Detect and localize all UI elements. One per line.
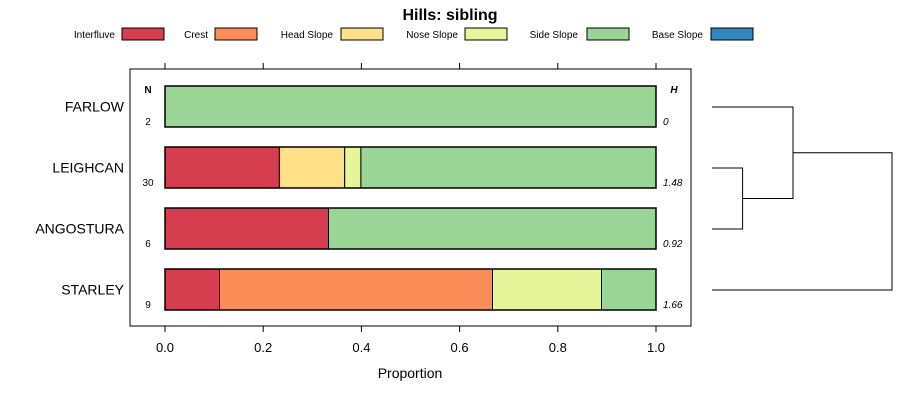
- legend-label: Head Slope: [281, 30, 334, 41]
- category-label: FARLOW: [65, 99, 125, 115]
- legend-label: Base Slope: [652, 30, 704, 41]
- category-label: ANGOSTURA: [35, 221, 124, 237]
- n-value: 30: [142, 178, 154, 189]
- bar-segment: [164, 146, 280, 189]
- n-value: 2: [145, 117, 151, 128]
- bars-group: [164, 85, 657, 311]
- h-value: 1.48: [663, 178, 683, 189]
- x-tick-label: 0.4: [352, 340, 370, 355]
- legend-swatch: [121, 27, 165, 41]
- bar-segment: [328, 207, 657, 250]
- bar-outline: [164, 268, 657, 311]
- bar-segment: [219, 268, 493, 311]
- n-value: 6: [145, 239, 151, 250]
- legend-label: Side Slope: [530, 30, 579, 41]
- bar-segment: [344, 146, 362, 189]
- x-tick-label: 1.0: [647, 340, 665, 355]
- bar-segment: [164, 207, 330, 250]
- x-tick-label: 0.8: [549, 340, 567, 355]
- bar-segment: [360, 146, 657, 189]
- legend-swatch: [464, 27, 508, 41]
- n-column-header: N: [144, 85, 151, 96]
- h-value: 0.92: [663, 239, 683, 250]
- h-column-header: H: [670, 85, 678, 96]
- x-tick-label: 0.0: [156, 340, 174, 355]
- bar-segment: [491, 268, 602, 311]
- bar-segment: [164, 268, 221, 311]
- legend-label: Nose Slope: [406, 30, 458, 41]
- x-tick-label: 0.6: [451, 340, 469, 355]
- category-labels: FARLOW 2 0 LEIGHCAN 30 1.48 ANGOSTURA 6 0.92 STAR…: [35, 99, 683, 312]
- h-value: 0: [663, 117, 669, 128]
- plot-panel: [129, 68, 692, 327]
- bar-outline: [164, 85, 657, 128]
- dendrogram-branch: [712, 106, 794, 199]
- dendrogram-branch: [712, 152, 893, 291]
- bar-segment: [278, 146, 346, 189]
- legend-label: Interfluve: [74, 30, 116, 41]
- legend-swatch: [214, 27, 258, 41]
- h-value: 1.66: [663, 300, 683, 311]
- legend-swatch: [340, 27, 384, 41]
- bar-segment: [164, 85, 657, 128]
- bar-segment: [600, 268, 657, 311]
- legend: Interfluve Crest Head Slope Nose Slope Side …: [74, 27, 754, 41]
- category-label: LEIGHCAN: [52, 160, 124, 176]
- dendrogram-branch: [712, 167, 744, 230]
- n-value: 9: [145, 300, 151, 311]
- legend-swatch: [586, 27, 630, 41]
- x-axis-label: Proportion: [378, 365, 443, 381]
- x-axis: 0.0 0.2 0.4 0.6 0.8 1.0: [156, 63, 665, 355]
- category-label: STARLEY: [61, 282, 124, 298]
- x-tick-label: 0.2: [254, 340, 272, 355]
- chart-title: Hills: sibling: [402, 7, 497, 24]
- bar-outline: [164, 207, 657, 250]
- dendrogram: [712, 106, 893, 291]
- bar-outline: [164, 146, 657, 189]
- legend-label: Crest: [184, 30, 208, 41]
- legend-swatch: [710, 27, 754, 41]
